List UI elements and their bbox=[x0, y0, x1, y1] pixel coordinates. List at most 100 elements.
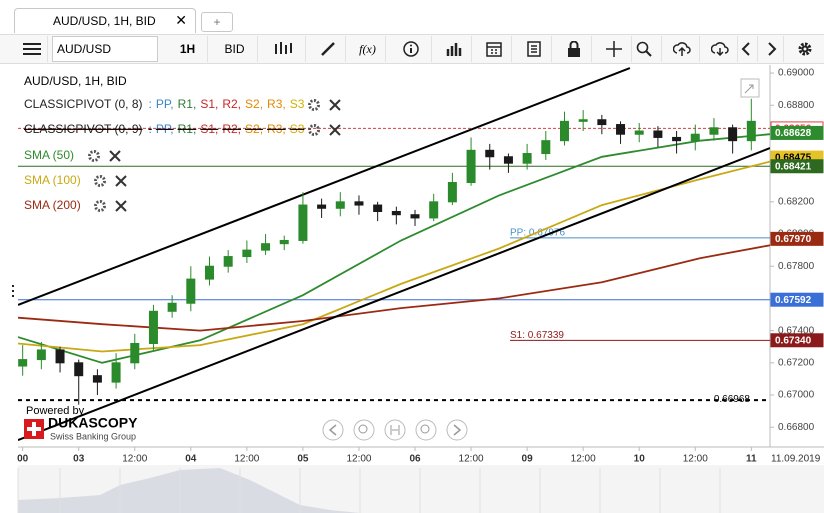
price-tag bbox=[770, 333, 824, 348]
upload-button[interactable] bbox=[664, 36, 700, 62]
trendline bbox=[18, 147, 770, 442]
info-icon bbox=[402, 41, 419, 57]
pivot-legend: CLASSICPIVOT (0, 8): PP, R1, S1, R2, S2, R3, S3 bbox=[24, 97, 305, 111]
price-tag-label: 0.68421 bbox=[775, 161, 812, 172]
tab[interactable]: AUD/USD, 1H, BID ✕ bbox=[14, 8, 196, 33]
forward-button[interactable] bbox=[760, 36, 784, 62]
pivot-remove[interactable] bbox=[329, 99, 341, 111]
new-tab[interactable]: + bbox=[201, 12, 233, 32]
lock-button[interactable] bbox=[556, 36, 592, 62]
instrument-field[interactable]: AUD/USD bbox=[52, 36, 158, 62]
pivot-item: S2, bbox=[245, 97, 263, 111]
scroll-right[interactable] bbox=[446, 419, 468, 441]
pivot-name: CLASSICPIVOT (0, 9) bbox=[24, 122, 142, 136]
calendar-button[interactable] bbox=[476, 36, 512, 62]
pivot-settings[interactable] bbox=[308, 99, 320, 111]
sheet-button[interactable] bbox=[516, 36, 552, 62]
legend-settings[interactable] bbox=[94, 175, 106, 187]
zoom-icon bbox=[636, 41, 652, 57]
lock-icon bbox=[567, 41, 580, 57]
candle-body bbox=[410, 214, 420, 219]
side-button[interactable]: BID bbox=[212, 36, 258, 62]
pivot-item: S3 bbox=[290, 97, 305, 111]
volume-button[interactable] bbox=[436, 36, 472, 62]
menu-button[interactable] bbox=[16, 36, 48, 62]
candle-body bbox=[261, 243, 271, 251]
y-tick-label: 0.66800 bbox=[778, 422, 815, 433]
pivot-item: R3, bbox=[267, 122, 286, 136]
forward-icon bbox=[767, 42, 776, 56]
x-tick-label: 04 bbox=[185, 454, 197, 465]
download-button[interactable] bbox=[702, 36, 738, 62]
x-tick-label: 10 bbox=[634, 454, 646, 465]
bars-icon bbox=[446, 43, 461, 56]
pivot-item: R2, bbox=[222, 122, 241, 136]
candle-body bbox=[148, 310, 158, 344]
chart-type-button[interactable] bbox=[262, 36, 306, 62]
zoom-glyph bbox=[358, 424, 368, 434]
candle-body bbox=[429, 201, 439, 219]
price-tag-label: 0.68628 bbox=[775, 128, 812, 139]
brand-name: DUKASCOPY bbox=[48, 415, 138, 431]
navigator-area bbox=[18, 468, 360, 513]
draw-button[interactable] bbox=[310, 36, 346, 62]
pivot-remove[interactable] bbox=[329, 124, 341, 136]
period-button[interactable]: 1H bbox=[168, 36, 208, 62]
candle-body bbox=[186, 278, 196, 304]
brand-tagline: Swiss Banking Group bbox=[50, 431, 136, 441]
legend-remove[interactable] bbox=[115, 175, 127, 187]
legend-remove[interactable] bbox=[109, 150, 121, 162]
candle-body bbox=[503, 156, 513, 164]
candle-body bbox=[317, 204, 327, 209]
pivot-item: S1, bbox=[200, 122, 218, 136]
candle-body bbox=[55, 349, 65, 364]
date-label: 11.09.2019 bbox=[771, 454, 821, 465]
y-tick-label: 0.67800 bbox=[778, 261, 815, 272]
candle-body bbox=[653, 130, 663, 138]
arrow-glyphs bbox=[328, 424, 462, 436]
indicators-button[interactable]: f(x) bbox=[350, 36, 386, 62]
pivot-settings[interactable] bbox=[308, 124, 320, 136]
gear-icon bbox=[798, 42, 812, 56]
zoom-glyph bbox=[420, 424, 430, 434]
candle-body bbox=[335, 201, 345, 209]
upload-icon bbox=[672, 42, 691, 56]
logo-cross bbox=[27, 422, 41, 436]
legend-remove[interactable] bbox=[115, 200, 127, 212]
x-tick-label: 05 bbox=[297, 454, 309, 465]
candle-body bbox=[354, 201, 364, 206]
settings-button[interactable] bbox=[792, 36, 818, 62]
pivot-name: CLASSICPIVOT (0, 8) bbox=[24, 97, 142, 111]
tab-label: AUD/USD, 1H, BID bbox=[53, 14, 156, 28]
zoom-button[interactable] bbox=[626, 36, 662, 62]
candle-body bbox=[485, 149, 495, 158]
x-tick-label: 11 bbox=[746, 454, 757, 465]
candle-body bbox=[466, 149, 476, 184]
zoom-out[interactable] bbox=[353, 419, 375, 441]
crosshair-button[interactable] bbox=[596, 36, 632, 62]
candle-body bbox=[541, 140, 551, 155]
legend-settings[interactable] bbox=[88, 150, 100, 162]
info-button[interactable] bbox=[390, 36, 432, 62]
x-tick-label: 00 bbox=[17, 454, 29, 465]
pivot-item: R3, bbox=[267, 97, 286, 111]
y-tick-label: 0.68200 bbox=[778, 196, 815, 207]
navigator-grid bbox=[17, 468, 721, 513]
y-tick-label: 0.67200 bbox=[778, 357, 815, 368]
legend-settings[interactable] bbox=[94, 200, 106, 212]
candle-body bbox=[373, 204, 383, 212]
back-button[interactable] bbox=[734, 36, 758, 62]
pivot-item: PP, bbox=[156, 122, 174, 136]
pen-icon bbox=[320, 42, 335, 56]
tab-close[interactable]: ✕ bbox=[175, 12, 187, 28]
y-tick-label: 0.67400 bbox=[778, 325, 815, 336]
x-tick-label: 09 bbox=[522, 454, 534, 465]
candle-body bbox=[74, 362, 84, 377]
zoom-in[interactable] bbox=[415, 419, 437, 441]
candle-body bbox=[92, 375, 102, 383]
candle-body bbox=[167, 302, 177, 312]
scroll-left[interactable] bbox=[322, 419, 344, 441]
pivot-item: PP, bbox=[156, 97, 174, 111]
price-tag-label: 0.67970 bbox=[775, 234, 812, 245]
popout-icon bbox=[744, 84, 754, 94]
